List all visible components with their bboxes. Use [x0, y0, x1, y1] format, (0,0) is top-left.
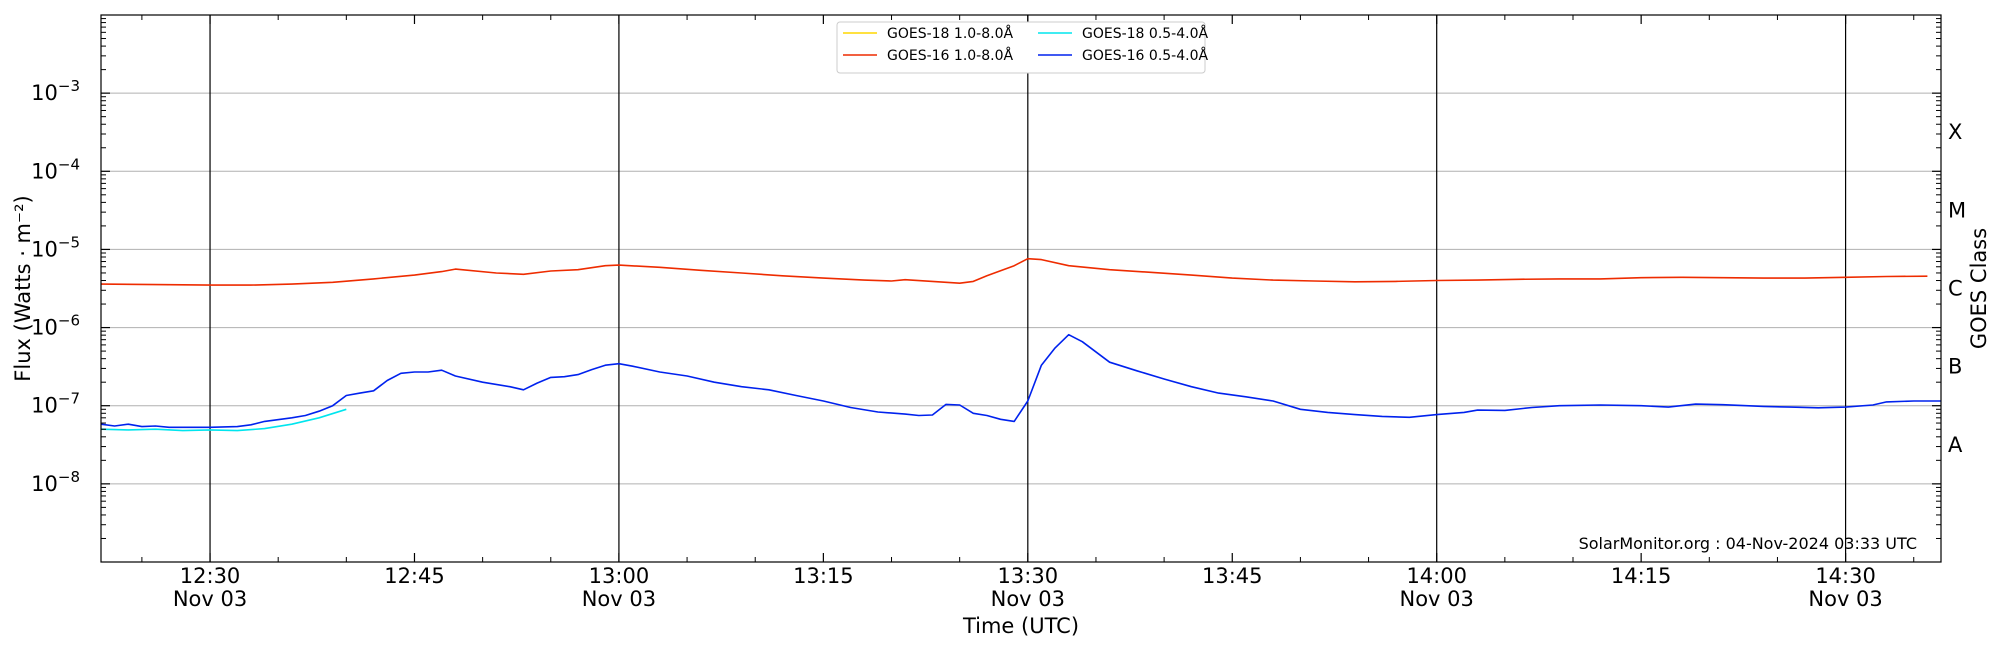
y-tick-base: 10: [31, 472, 58, 496]
legend-label-goes16_long: GOES-16 1.0-8.0Å: [887, 47, 1013, 64]
y-tick-label: 10−4: [31, 155, 80, 183]
x-tick-date: Nov 03: [173, 587, 247, 611]
grid-layer: [101, 92, 1941, 485]
plot-frame: [100, 14, 1942, 563]
y-tick-label: 10−3: [31, 77, 80, 105]
y-tick-exponent: −4: [58, 155, 80, 173]
x-tick-label: 14:15: [1611, 564, 1672, 588]
y2-axis-title: GOES Class: [1967, 228, 1991, 349]
x-tick-label: 12:30: [180, 564, 241, 588]
y-tick-base: 10: [31, 237, 58, 261]
x-tick-label: 13:00: [589, 564, 650, 588]
x-tick-label: 14:30: [1815, 564, 1876, 588]
x-tick-label: 13:30: [998, 564, 1059, 588]
y-tick-exponent: −6: [58, 312, 80, 330]
time-marker-layer: [209, 15, 1847, 562]
goes-class-label: B: [1948, 355, 1962, 379]
y-tick-exponent: −8: [58, 468, 80, 486]
y-tick-base: 10: [31, 159, 58, 183]
y-tick-label: 10−7: [31, 390, 80, 418]
legend-box: [836, 21, 1206, 74]
tick-layer: [101, 15, 1941, 562]
series-line-goes16_short: [100, 333, 1941, 429]
goes-class-label: M: [1948, 198, 1966, 222]
x-tick-date: Nov 03: [991, 587, 1065, 611]
x-tick-date: Nov 03: [1808, 587, 1882, 611]
x-tick-label: 12:45: [384, 564, 445, 588]
x-tick-label: 14:00: [1406, 564, 1467, 588]
y-tick-label: 10−8: [31, 468, 80, 496]
series-line-goes18_short: [100, 408, 347, 432]
x-tick-label: 13:45: [1202, 564, 1263, 588]
source-annotation: SolarMonitor.org : 04-Nov-2024 03:33 UTC: [1579, 534, 1917, 553]
legend-label-goes16_short: GOES-16 0.5-4.0Å: [1082, 47, 1208, 64]
y-tick-exponent: −7: [58, 390, 80, 408]
goes-class-label: C: [1948, 277, 1963, 301]
y-tick-base: 10: [31, 81, 58, 105]
y-tick-base: 10: [31, 316, 58, 340]
y-axis-title: Flux (Watts · m⁻²): [11, 195, 35, 381]
y-tick-label: 10−5: [31, 233, 80, 261]
series-line-goes16_long: [100, 257, 1928, 286]
x-tick-date: Nov 03: [582, 587, 656, 611]
legend-label-goes18_long: GOES-18 1.0-8.0Å: [887, 25, 1013, 42]
y-tick-label: 10−6: [31, 312, 80, 340]
x-tick-date: Nov 03: [1400, 587, 1474, 611]
y-tick-exponent: −3: [58, 77, 80, 95]
x-tick-label: 13:15: [793, 564, 854, 588]
goes-class-label: X: [1948, 120, 1962, 144]
legend: GOES-18 1.0-8.0Å GOES-18 0.5-4.0Å GOES-16 …: [836, 21, 1208, 74]
x-axis-title: Time (UTC): [962, 614, 1079, 638]
series-layer: [100, 257, 1941, 432]
y-tick-base: 10: [31, 394, 58, 418]
goes-class-label: A: [1948, 433, 1963, 457]
y-tick-exponent: −5: [58, 233, 80, 251]
legend-label-goes18_short: GOES-18 0.5-4.0Å: [1082, 25, 1208, 42]
